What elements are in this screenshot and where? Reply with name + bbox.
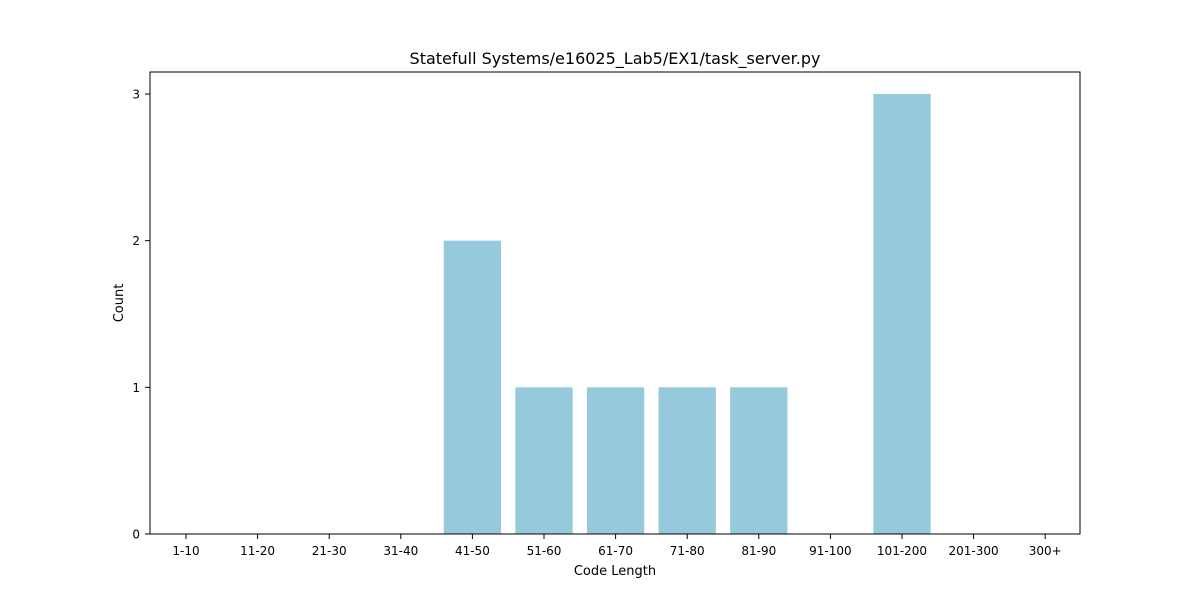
bar-61-70 — [586, 387, 645, 534]
y-tick-label: 2 — [132, 234, 140, 248]
y-axis-label: Count — [112, 284, 127, 323]
plot-frame — [149, 71, 1081, 535]
x-axis-label: Code Length — [574, 564, 656, 579]
x-tick-label: 1-10 — [172, 544, 199, 558]
x-tick-label: 91-100 — [809, 544, 852, 558]
x-tick-label: 71-80 — [670, 544, 705, 558]
bar-51-60 — [515, 387, 573, 534]
x-tick-label: 201-300 — [949, 544, 999, 558]
x-axis: 1-10 11-20 21-30 31-40 41-50 51-60 61-70 71-80 8… — [172, 534, 1062, 558]
y-tick-label: 3 — [132, 88, 140, 102]
bar-81-90 — [730, 387, 788, 534]
bars-layer — [443, 94, 931, 535]
x-tick-label: 61-70 — [598, 544, 633, 558]
x-tick-label: 300+ — [1029, 544, 1062, 558]
x-tick-label: 81-90 — [741, 544, 776, 558]
bar-71-80 — [658, 387, 716, 534]
chart-title: Statefull Systems/e16025_Lab5/EX1/task_s… — [410, 49, 821, 69]
y-axis: 0 1 2 3 — [132, 88, 150, 542]
x-tick-label: 51-60 — [527, 544, 562, 558]
x-tick-label: 31-40 — [383, 544, 418, 558]
x-tick-label: 21-30 — [312, 544, 347, 558]
bar-41-50 — [443, 240, 502, 535]
bar-101-200 — [873, 94, 931, 534]
x-tick-label: 41-50 — [455, 544, 490, 558]
y-tick-label: 0 — [132, 528, 140, 542]
x-tick-label: 11-20 — [240, 544, 275, 558]
x-tick-label: 101-200 — [877, 544, 927, 558]
y-tick-label: 1 — [132, 381, 140, 395]
